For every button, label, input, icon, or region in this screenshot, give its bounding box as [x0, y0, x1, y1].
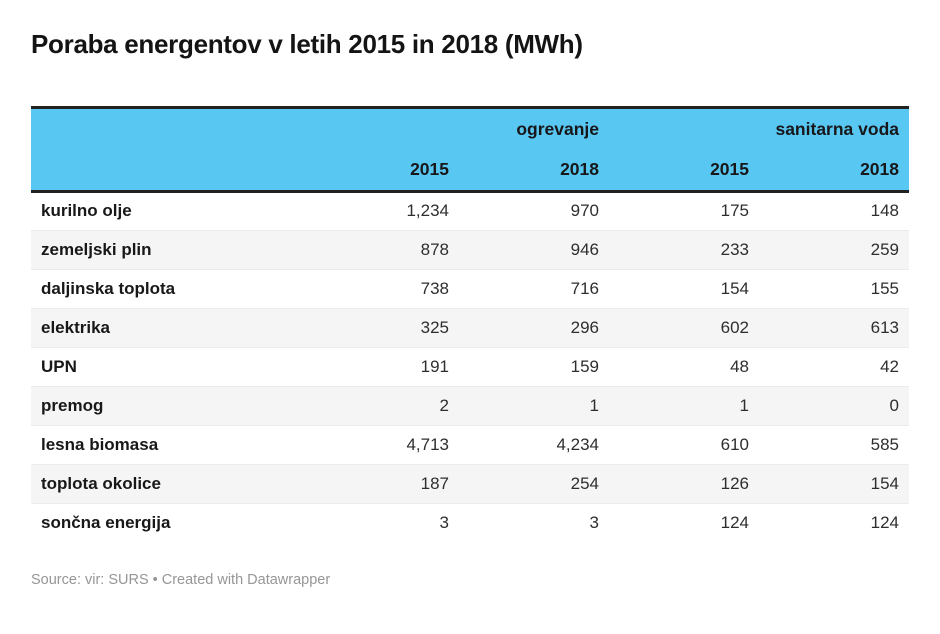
table-row: zemeljski plin 878 946 233 259	[31, 229, 909, 270]
column-group-ogrevanje: ogrevanje	[309, 105, 609, 150]
cell-value: 585	[759, 424, 909, 465]
cell-value: 602	[609, 307, 759, 348]
row-label: premog	[31, 385, 309, 426]
table-row: elektrika 325 296 602 613	[31, 307, 909, 348]
table-row: UPN 191 159 48 42	[31, 346, 909, 387]
cell-value: 159	[459, 346, 609, 387]
empty-header-cell	[31, 149, 309, 193]
cell-value: 191	[309, 346, 459, 387]
column-group-sanitarna-voda: sanitarna voda	[609, 105, 909, 150]
table-row: lesna biomasa 4,713 4,234 610 585	[31, 424, 909, 465]
cell-value: 613	[759, 307, 909, 348]
datawrapper-table-chart: Poraba energentov v letih 2015 in 2018 (…	[31, 29, 909, 589]
cell-value: 0	[759, 385, 909, 426]
cell-value: 716	[459, 268, 609, 309]
row-label: sončna energija	[31, 502, 309, 543]
cell-value: 124	[609, 502, 759, 543]
cell-value: 610	[609, 424, 759, 465]
cell-value: 1,234	[406, 201, 449, 221]
cell-value: 1	[609, 385, 759, 426]
cell-value: 2	[309, 385, 459, 426]
cell-value: 124	[759, 502, 909, 543]
cell-value: 126	[609, 463, 759, 504]
cell-value: 254	[459, 463, 609, 504]
cell-value: 155	[759, 268, 909, 309]
cell-value: 154	[759, 463, 909, 504]
cell-value: 48	[609, 346, 759, 387]
row-label: toplota okolice	[31, 463, 309, 504]
cell-value: 175	[720, 201, 749, 221]
year-header-ogrevanje-2018: 2018	[459, 149, 609, 193]
column-group-row: ogrevanje sanitarna voda	[31, 105, 909, 150]
cell-value: 259	[759, 229, 909, 270]
year-header-sanitarna-2018: 2018	[759, 149, 909, 193]
row-label: kurilno olje	[41, 201, 132, 221]
table-row: sončna energija 3 3 124 124	[31, 502, 909, 543]
cell-value: 296	[459, 307, 609, 348]
source-text: Source: vir: SURS	[31, 572, 149, 589]
cell-value: 738	[309, 268, 459, 309]
cell-value: 233	[609, 229, 759, 270]
energy-consumption-table: ogrevanje sanitarna voda 2015 2018 2015 …	[31, 105, 909, 543]
row-label: daljinska toplota	[31, 268, 309, 309]
row-label: zemeljski plin	[31, 229, 309, 270]
cell-value: 946	[459, 229, 609, 270]
cell-value: 3	[309, 502, 459, 543]
cell-value: 970	[570, 201, 599, 221]
separator-dot: •	[152, 572, 158, 589]
year-header-sanitarna-2015: 2015	[609, 149, 759, 193]
datawrapper-credit-link[interactable]: Created with Datawrapper	[161, 572, 331, 589]
cell-value: 4,234	[459, 424, 609, 465]
cell-value: 1	[459, 385, 609, 426]
year-header-row: 2015 2018 2015 2018	[31, 149, 909, 193]
row-label: UPN	[31, 346, 309, 387]
cell-value: 878	[309, 229, 459, 270]
table-body: kurilno olje 1,234 970 175 148 zemeljski plin…	[31, 191, 909, 543]
cell-value: 325	[309, 307, 459, 348]
cell-value: 3	[459, 502, 609, 543]
table-row: daljinska toplota 738 716 154 155	[31, 268, 909, 309]
source-line: Source: vir: SURS • Created with Datawrapp…	[31, 571, 909, 589]
cell-value: 42	[759, 346, 909, 387]
chart-title: Poraba energentov v letih 2015 in 2018 (…	[31, 29, 583, 59]
cell-value: 148	[870, 201, 899, 221]
empty-header-cell	[31, 105, 309, 150]
cell-value: 154	[609, 268, 759, 309]
table-row: kurilno olje 1,234 970 175 148	[31, 191, 909, 230]
table-header: ogrevanje sanitarna voda 2015 2018 2015 …	[31, 105, 909, 193]
cell-value: 187	[309, 463, 459, 504]
cell-value: 4,713	[309, 424, 459, 465]
table-row: toplota okolice 187 254 126 154	[31, 463, 909, 504]
table-row: premog 2 1 1 0	[31, 385, 909, 426]
year-header-ogrevanje-2015: 2015	[309, 149, 459, 193]
row-label: elektrika	[31, 307, 309, 348]
row-label: lesna biomasa	[31, 424, 309, 465]
